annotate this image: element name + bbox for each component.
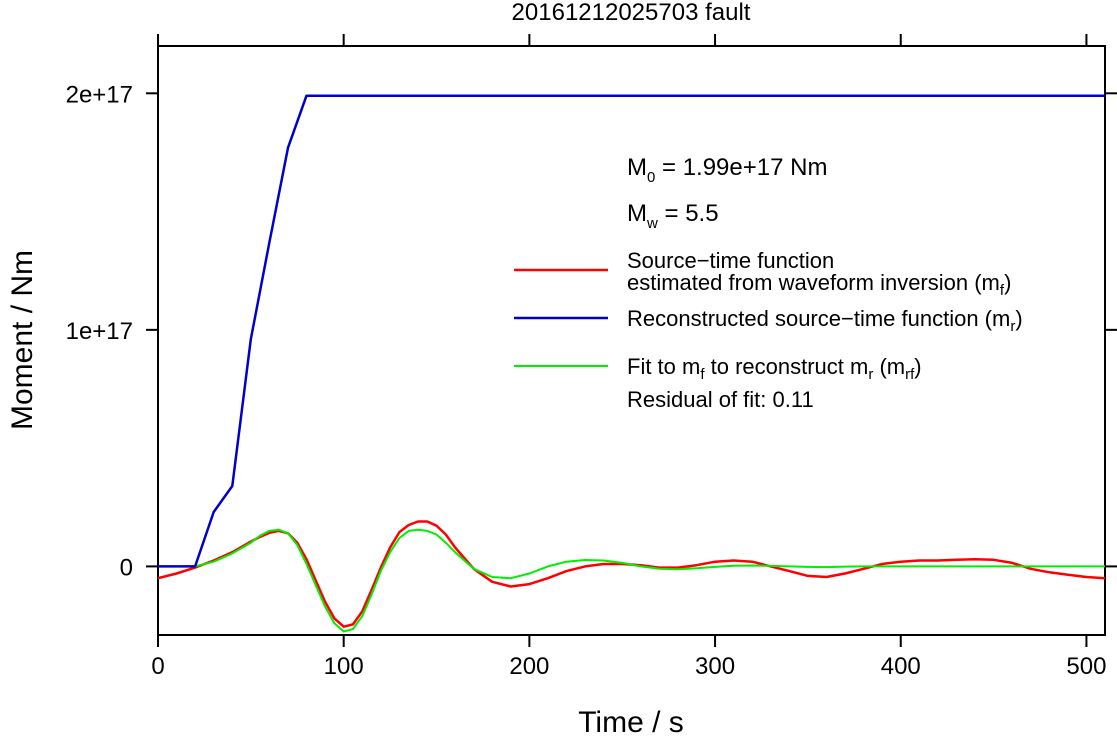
chart-title: 20161212025703 fault xyxy=(512,0,751,26)
seismic-moment-annotation: M0 = 1.99e+17 Nm xyxy=(627,154,827,186)
x-tick-label: 500 xyxy=(1066,653,1106,680)
x-axis: 0 100 200 300 400 500 xyxy=(151,34,1106,680)
legend-label-mf-line2: estimated from waveform inversion (mf) xyxy=(627,270,1011,299)
x-tick-label: 400 xyxy=(881,653,921,680)
legend-mf-line2-post: ) xyxy=(1004,270,1011,295)
legend-mr-post: ) xyxy=(1015,306,1022,331)
series-layer xyxy=(158,94,1105,633)
legend-mr-pre: Reconstructed source−time function (m xyxy=(627,306,1010,331)
legend-mrf-sub1: f xyxy=(700,366,705,383)
legend-mrf-mid2: (m xyxy=(873,354,905,379)
legend-label-mr: Reconstructed source−time function (mr) xyxy=(627,306,1023,335)
x-axis-title: Time / s xyxy=(578,706,684,736)
y-axis-title: Moment / Nm xyxy=(6,250,39,430)
y-axis: 0 1e+17 2e+17 xyxy=(66,81,1117,581)
moment-magnitude-annotation: Mw = 5.5 xyxy=(627,200,719,232)
series-line-mf xyxy=(158,520,1105,628)
series-line-mr xyxy=(158,94,1105,568)
legend: Source−time function estimated from wave… xyxy=(514,248,1023,412)
legend-label-mf-line1: Source−time function xyxy=(627,248,834,273)
x-tick-label: 0 xyxy=(151,653,164,680)
m0-value: = 1.99e+17 Nm xyxy=(655,154,827,181)
plot-frame xyxy=(157,45,1106,636)
mw-value: = 5.5 xyxy=(658,200,719,227)
legend-mf-line2-sub: f xyxy=(1000,282,1005,299)
legend-mrf-sub2: r xyxy=(868,366,873,383)
m0-symbol: M xyxy=(627,154,647,181)
mw-subscript: w xyxy=(646,215,658,232)
x-tick-label: 200 xyxy=(509,653,549,680)
legend-mf-line2-pre: estimated from waveform inversion (m xyxy=(627,270,1000,295)
residual-annotation: Residual of fit: 0.11 xyxy=(627,387,814,412)
y-tick-label: 0 xyxy=(120,554,133,581)
legend-mr-sub: r xyxy=(1010,318,1015,335)
y-tick-label: 2e+17 xyxy=(66,81,133,108)
x-tick-label: 300 xyxy=(695,653,735,680)
series-line-mrf xyxy=(158,528,1105,633)
legend-mrf-pre: Fit to m xyxy=(627,354,700,379)
x-tick-label: 100 xyxy=(324,653,364,680)
legend-mrf-mid: to reconstruct m xyxy=(705,354,869,379)
legend-mrf-sub3: rf xyxy=(905,366,915,383)
m0-subscript: 0 xyxy=(647,169,655,186)
y-tick-label: 1e+17 xyxy=(66,318,133,345)
legend-label-mrf: Fit to mf to reconstruct mr (mrf) xyxy=(627,354,922,383)
legend-mrf-post: ) xyxy=(914,354,921,379)
mw-symbol: M xyxy=(627,200,647,227)
